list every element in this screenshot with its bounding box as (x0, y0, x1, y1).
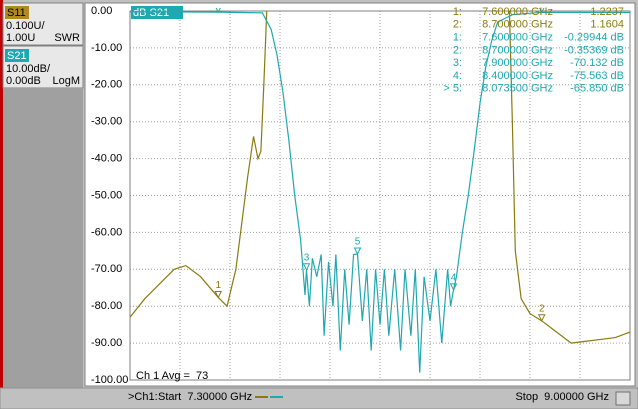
trace-name-bg (5, 6, 29, 19)
readout-freq: 8.400000 GHz (482, 70, 553, 82)
readout-value: 1.2237 (590, 6, 624, 18)
marker-triangle (302, 263, 311, 271)
marker-tag: 4 (451, 272, 457, 283)
readout-value: 1.1604 (590, 19, 624, 31)
average-readout: Ch 1 Avg = 73 (136, 370, 208, 382)
marker-triangle (537, 314, 546, 322)
status-bar (0, 387, 638, 409)
y-tick-label: -90.00 (91, 337, 122, 349)
readout-freq: 7.900000 GHz (482, 57, 553, 69)
y-tick-label: -20.00 (91, 79, 122, 91)
y-tick-label: -50.00 (91, 189, 122, 201)
marker-triangle (215, 8, 221, 14)
y-tick-label: -60.00 (91, 226, 122, 238)
trace-title: dB S21 (133, 7, 169, 19)
trace-format: LogM (52, 75, 80, 87)
trace-name: S11 (7, 7, 26, 19)
trace-format: SWR (54, 32, 80, 44)
left-border (0, 0, 3, 409)
y-tick-label: -30.00 (91, 116, 122, 128)
trace-name-bg (5, 49, 29, 62)
marker-tag: 3 (304, 252, 310, 263)
marker-triangle (539, 8, 545, 14)
traces: 1212345 (130, 8, 631, 373)
marker-tag: 1 (215, 280, 221, 291)
status-stop: Stop 9.00000 GHz (515, 391, 609, 403)
readout-value: -70.132 dB (570, 57, 624, 69)
y-tick-label: -100.00 (91, 374, 128, 386)
trace-scale: 10.00dB/ (6, 63, 51, 75)
y-tick-label: -10.00 (91, 42, 122, 54)
y-tick-label: 0.00 (91, 5, 112, 17)
y-tick-label: -40.00 (91, 153, 122, 165)
plot-frame (129, 10, 631, 381)
trace-scale: 0.100U/ (6, 20, 45, 32)
trace-line (130, 10, 631, 344)
marker-tag: 5 (355, 237, 361, 248)
readout-freq: 8.700000 GHz (482, 19, 553, 31)
marker-triangle (353, 247, 362, 256)
trace-title-bg (131, 6, 183, 19)
status-start: Start 7.30000 GHz (158, 391, 252, 403)
trace-ref: 0.00dB (6, 75, 41, 87)
trace-ref: 1.00U (6, 32, 35, 44)
readout-id: 2: (453, 44, 462, 56)
readout-id: 4: (453, 70, 462, 82)
trace-name: S21 (7, 50, 27, 62)
sidebar-fill (3, 89, 83, 407)
y-tick-label: -70.00 (91, 263, 122, 275)
marker-triangle (449, 283, 458, 291)
readout-freq: 8.073500 GHz (482, 83, 553, 95)
marker-tag: 2 (539, 303, 545, 314)
readout-value: -75.563 dB (570, 70, 624, 82)
status-channel: >Ch1: (128, 391, 158, 403)
readout-value: -65.850 dB (570, 83, 624, 95)
readout-id: 1: (453, 6, 462, 18)
readout-freq: 7.600000 GHz (482, 32, 553, 44)
readout-value: -0.35369 dB (564, 44, 624, 56)
trace-line (130, 11, 631, 373)
readout-id: 1: (453, 32, 462, 44)
readout-freq: 8.700000 GHz (482, 44, 553, 56)
y-tick-label: -80.00 (91, 300, 122, 312)
readout-value: -0.29944 dB (564, 32, 624, 44)
marker-triangle (214, 290, 223, 299)
status-icon[interactable] (615, 391, 631, 406)
readout-freq: 7.600000 GHz (482, 6, 553, 18)
readout-id: 3: (453, 57, 462, 69)
readout-id: > 5: (443, 83, 462, 95)
readout-id: 2: (453, 19, 462, 31)
